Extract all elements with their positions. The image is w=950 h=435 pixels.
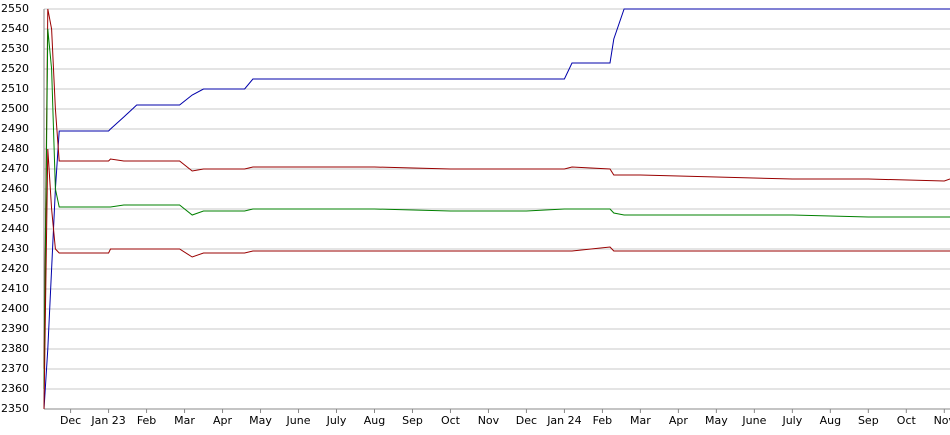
y-tick-label: 2520 [1,62,29,75]
y-tick-label: 2550 [1,2,29,15]
series-line [43,28,950,390]
x-tick-label: Feb [593,414,612,427]
y-tick-label: 2540 [1,22,29,35]
y-tick-label: 2470 [1,162,29,175]
x-tick-label: Oct [441,414,461,427]
x-tick-label: Aug [820,414,841,427]
x-tick-label: Mar [174,414,195,427]
y-tick-label: 2500 [1,102,29,115]
y-tick-label: 2480 [1,142,29,155]
y-tick-label: 2430 [1,242,29,255]
x-tick-label: Apr [669,414,689,427]
x-tick-label: June [741,414,766,427]
y-tick-label: 2490 [1,122,29,135]
series-line [43,148,950,410]
y-tick-label: 2530 [1,42,29,55]
y-tick-label: 2460 [1,182,29,195]
y-tick-label: 2380 [1,342,29,355]
x-tick-label: Sep [858,414,879,427]
x-tick-label: Jan 23 [90,414,125,427]
y-tick-label: 2410 [1,282,29,295]
y-tick-label: 2420 [1,262,29,275]
x-tick-label: Feb [137,414,156,427]
y-tick-label: 2390 [1,322,29,335]
y-tick-label: 2360 [1,382,29,395]
x-tick-label: Nov [478,414,500,427]
y-tick-label: 2450 [1,202,29,215]
y-tick-label: 2370 [1,362,29,375]
x-tick-label: Jan 24 [546,414,581,427]
x-tick-label: May [249,414,272,427]
x-tick-label: Oct [897,414,917,427]
x-tick-label: July [326,414,347,427]
y-tick-label: 2400 [1,302,29,315]
x-tick-label: Apr [213,414,233,427]
x-tick-label: Aug [364,414,385,427]
x-tick-label: Mar [630,414,651,427]
series-line [43,8,950,370]
series-line [43,8,950,410]
x-tick-label: July [781,414,802,427]
x-tick-label: Nov [934,414,950,427]
y-tick-label: 2440 [1,222,29,235]
y-tick-label: 2350 [1,402,29,415]
x-tick-label: Dec [60,414,81,427]
x-tick-label: May [705,414,728,427]
y-tick-label: 2510 [1,82,29,95]
x-tick-label: June [286,414,311,427]
x-tick-label: Sep [402,414,423,427]
x-tick-label: Dec [516,414,537,427]
